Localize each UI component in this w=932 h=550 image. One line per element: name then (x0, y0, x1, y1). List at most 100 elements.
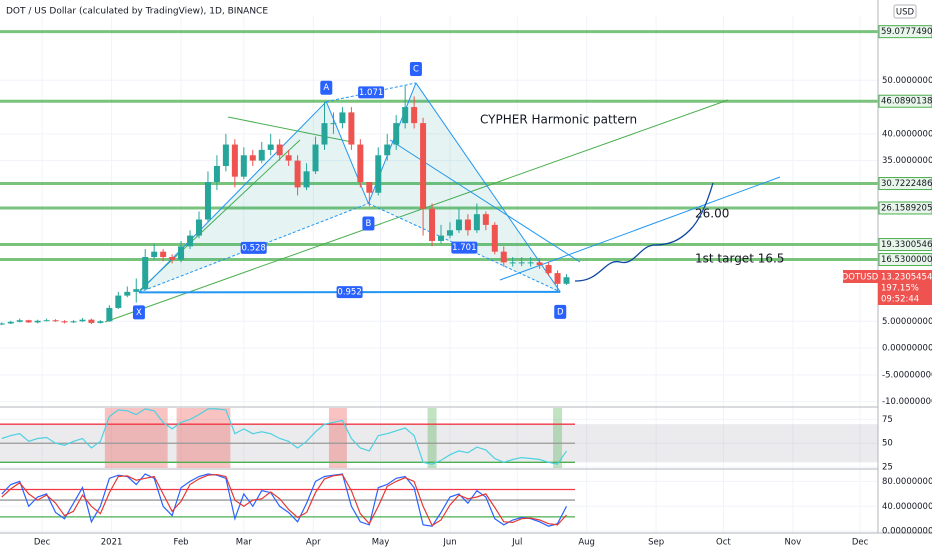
overbought-zone (158, 408, 168, 468)
candle-body (106, 307, 113, 322)
candle-body (321, 123, 328, 145)
countdown: 09:52:44 (881, 295, 919, 305)
level-label: 46.08901384 (881, 97, 932, 107)
candle-body (357, 144, 364, 183)
overbought-zone (122, 408, 132, 468)
y-tick-label: 0.00000000 (882, 527, 932, 537)
point-box (320, 80, 333, 95)
candle-body (267, 144, 274, 150)
candle-body (16, 320, 23, 322)
candle-body (473, 214, 480, 231)
point-label: B (365, 219, 371, 229)
annotation: CYPHER Harmonic pattern (480, 113, 637, 127)
candle-body (464, 219, 471, 231)
candle-body (0, 323, 5, 325)
candle-body (411, 107, 418, 124)
overbought-zone (203, 408, 213, 468)
point-box (132, 305, 145, 320)
trend-line (227, 116, 353, 143)
price-tag (878, 270, 932, 305)
overbought-zone (131, 408, 141, 468)
y-tick-label: 50.00000000 (882, 76, 932, 86)
candle-body (249, 155, 256, 161)
candle-body (195, 219, 202, 236)
x-tick-label: Aug (578, 538, 595, 548)
overbought-zone (113, 408, 123, 468)
candle-body (455, 219, 462, 231)
currency-box (893, 4, 917, 19)
candle-body (366, 182, 373, 193)
candle-body (348, 112, 355, 145)
overbought-zone (194, 408, 204, 468)
symbol-tag (843, 270, 878, 283)
candle-body (482, 214, 489, 225)
x-tick-label: Feb (174, 538, 189, 548)
candle-body (115, 295, 122, 308)
overbought-zone (176, 408, 186, 468)
x-tick-label: Jul (511, 538, 522, 548)
ratio-box (358, 86, 385, 99)
candle-body (133, 289, 140, 292)
pattern-fill (368, 82, 561, 292)
overbought-zone (328, 408, 338, 468)
harmonic-pattern: 1.071 0.528 1.701 0.952 X A B C D (132, 61, 567, 320)
overbought-zone (104, 408, 114, 468)
candle-body (124, 291, 131, 296)
annotation: 1st target 16.5 (695, 252, 784, 266)
point-box (409, 61, 422, 76)
projection-path (574, 182, 714, 282)
candle-body (25, 320, 32, 323)
x-tick-label: Oct (716, 538, 731, 548)
candle-body (518, 262, 525, 264)
y-tick-label: 25 (882, 463, 893, 473)
ratio-box (240, 241, 267, 254)
y-tick-label: 75 (882, 415, 893, 425)
candle-body (276, 144, 283, 156)
currency: USD (896, 8, 915, 18)
candle-body (375, 155, 382, 193)
candle-body (438, 235, 445, 241)
point-label: A (323, 83, 329, 93)
overbought-zone (149, 408, 159, 468)
candle-body (43, 320, 50, 322)
candle-body (420, 123, 427, 209)
y-tick-label: -10.00000000 (882, 397, 932, 407)
overbought-zone (212, 408, 222, 468)
change: 197.15% (881, 284, 919, 294)
chart-title: DOT / US Dollar (calculated by TradingVi… (6, 7, 268, 17)
candle-body (312, 144, 319, 172)
level-tag (878, 238, 932, 252)
y-tick-label: 40.00000000 (882, 129, 932, 139)
y-tick-label: 0.00000000 (882, 344, 932, 354)
trend-line (139, 139, 301, 291)
candle-body (491, 224, 498, 252)
candle-body (393, 123, 400, 145)
oversold-zone (553, 408, 563, 468)
point-label: X (136, 308, 142, 318)
candle-body (339, 112, 346, 124)
candle-body (509, 262, 516, 264)
candle-body (240, 155, 247, 177)
channel-line (499, 176, 781, 281)
point-box (554, 304, 567, 319)
level-tag (878, 177, 932, 191)
ratio-label: 1.071 (359, 88, 383, 98)
ratio-label: 0.952 (337, 288, 361, 298)
candle-body (151, 251, 158, 258)
candle-body (169, 257, 176, 260)
candle-body (285, 155, 292, 161)
candle-body (330, 123, 337, 125)
pattern-fill (138, 101, 369, 293)
candle-body (294, 160, 301, 188)
x-tick-label: Sep (648, 538, 664, 548)
candle-body (187, 235, 194, 247)
annotation: 26.00 (695, 207, 729, 221)
symbol: DOTUSD (842, 273, 879, 283)
x-tick-label: Dec (34, 538, 51, 548)
overbought-zone (140, 408, 150, 468)
trend-line (104, 99, 729, 323)
